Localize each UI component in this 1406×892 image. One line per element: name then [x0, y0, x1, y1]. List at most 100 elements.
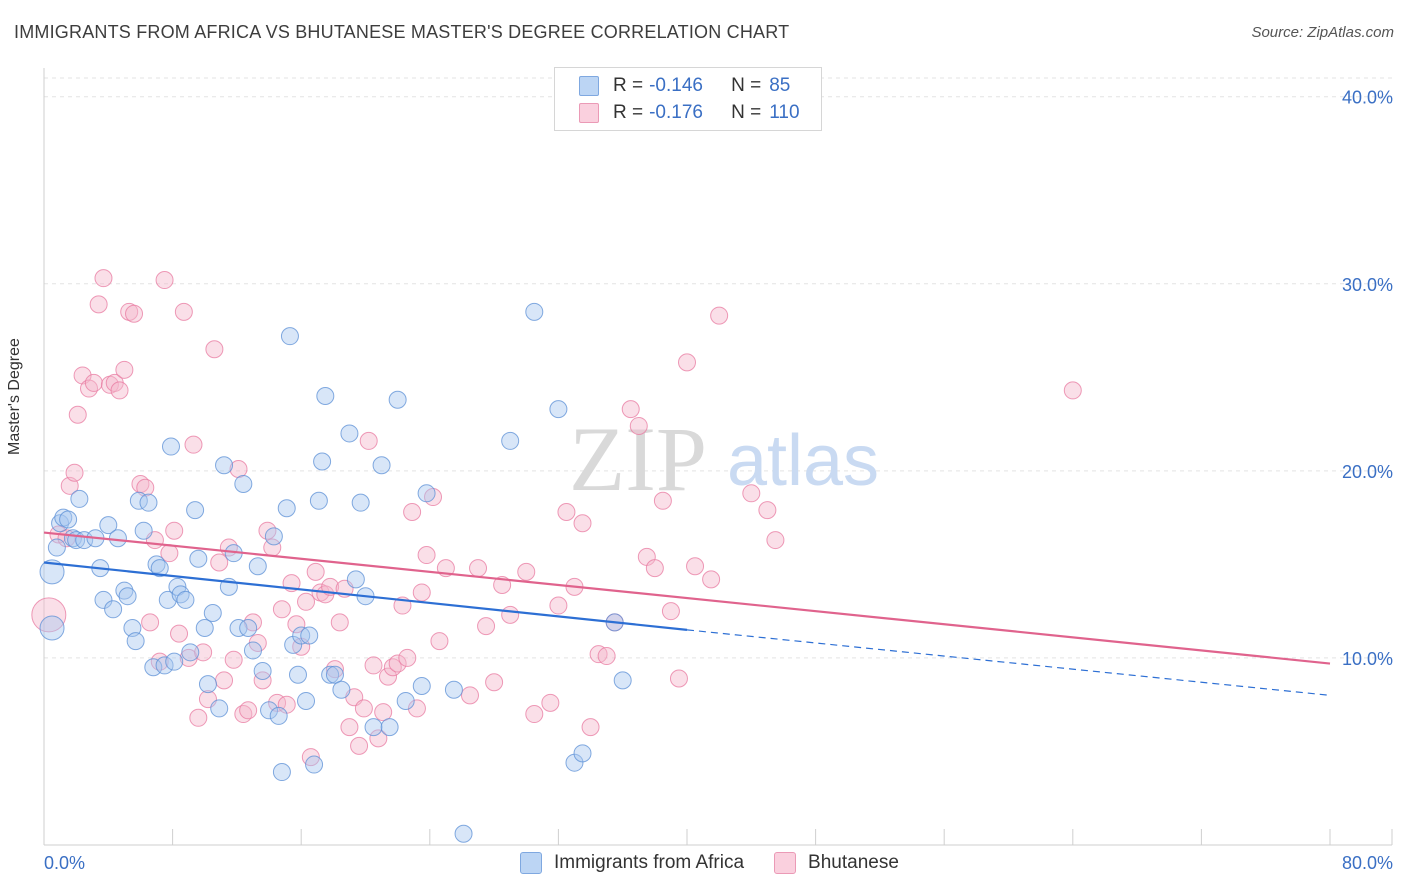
point-bhutanese: [621, 400, 640, 419]
point-africa: [280, 327, 299, 346]
point-africa: [277, 499, 296, 518]
point-africa: [396, 691, 415, 710]
point-africa: [346, 570, 365, 589]
point-bhutanese: [398, 648, 417, 667]
point-africa: [115, 581, 134, 600]
point-bhutanese: [224, 650, 243, 669]
point-africa: [189, 549, 208, 568]
point-africa: [118, 587, 137, 606]
point-bhutanese: [239, 701, 258, 720]
point-africa: [144, 658, 163, 677]
point-africa: [573, 744, 592, 763]
point-bhutanese: [686, 557, 705, 576]
point-bhutanese: [702, 570, 721, 589]
point-bhutanese: [165, 521, 184, 540]
watermark-atlas: atlas: [727, 421, 879, 501]
legend-swatch-africa: [579, 76, 599, 96]
y-tick-label: 10.0%: [1342, 649, 1393, 669]
point-africa: [549, 400, 568, 419]
legend-n-label: N =: [731, 102, 762, 123]
legend-row-africa: R = -0.146 N = 85: [579, 74, 790, 98]
point-africa: [309, 491, 328, 510]
point-africa: [260, 701, 279, 720]
series-legend-bhutanese[interactable]: Bhutanese: [774, 852, 899, 874]
point-bhutanese: [403, 503, 422, 522]
point-africa: [39, 559, 65, 585]
point-bhutanese: [68, 405, 87, 424]
point-bhutanese: [170, 624, 189, 643]
watermark-zip: ZIP: [569, 408, 707, 510]
point-africa: [234, 474, 253, 493]
x-tick-label: 80.0%: [1342, 853, 1393, 873]
point-africa: [313, 452, 332, 471]
point-bhutanese: [678, 353, 696, 372]
point-africa: [372, 456, 391, 475]
point-bhutanese: [184, 435, 203, 454]
point-bhutanese: [501, 605, 520, 624]
point-africa: [332, 680, 351, 699]
point-bhutanese: [460, 686, 479, 705]
point-africa: [272, 763, 291, 782]
point-bhutanese: [174, 302, 193, 321]
point-africa: [104, 600, 123, 619]
series-swatch-bhutanese: [774, 852, 797, 874]
trend-line-bhutanese: [43, 531, 1331, 665]
grid-lines: [44, 77, 1392, 659]
point-bhutanese: [374, 703, 393, 722]
point-bhutanese: [141, 613, 160, 632]
point-bhutanese: [136, 478, 155, 497]
point-bhutanese: [325, 660, 344, 679]
scatter-points: [31, 269, 1082, 843]
point-bhutanese: [430, 632, 449, 651]
point-bhutanese: [89, 295, 108, 314]
legend-swatch-bhutanese: [579, 103, 599, 123]
point-africa: [59, 510, 78, 529]
point-bhutanese: [417, 546, 436, 565]
point-bhutanese: [215, 671, 234, 690]
point-bhutanese: [369, 729, 388, 748]
point-bhutanese: [359, 431, 378, 450]
point-bhutanese: [549, 596, 568, 615]
point-bhutanese: [1063, 381, 1082, 400]
y-tick-label: 20.0%: [1342, 462, 1393, 482]
point-africa: [171, 585, 190, 604]
point-bhutanese: [297, 592, 316, 611]
point-bhutanese: [766, 531, 785, 550]
point-africa: [47, 538, 66, 557]
point-bhutanese: [115, 360, 134, 379]
point-africa: [70, 489, 89, 508]
point-africa: [444, 680, 463, 699]
point-africa: [126, 632, 145, 651]
tick-labels: 10.0% 20.0% 30.0% 40.0% 0.0% 80.0%: [44, 88, 1393, 873]
point-africa: [321, 665, 340, 684]
series-legend-africa[interactable]: Immigrants from Africa: [520, 852, 744, 874]
point-africa: [340, 424, 359, 443]
point-africa: [288, 665, 307, 684]
point-bhutanese: [525, 705, 544, 724]
point-bhutanese: [477, 617, 496, 636]
point-africa: [325, 665, 344, 684]
point-bhutanese: [330, 613, 349, 632]
point-africa: [305, 755, 324, 774]
point-africa: [210, 699, 229, 718]
point-africa: [99, 516, 118, 535]
point-africa: [195, 618, 214, 637]
y-tick-label: 40.0%: [1342, 88, 1393, 108]
point-bhutanese: [661, 602, 680, 621]
point-bhutanese: [645, 559, 664, 578]
y-tick-label: 30.0%: [1342, 275, 1393, 295]
point-bhutanese: [306, 562, 325, 581]
point-africa: [229, 618, 248, 637]
point-africa: [186, 501, 205, 520]
trend-line-africa: [43, 561, 688, 631]
point-bhutanese: [73, 366, 92, 385]
point-africa: [239, 618, 258, 637]
stats-legend: R = -0.146 N = 85 R = -0.176 N = 110: [554, 67, 822, 131]
point-africa: [316, 387, 335, 406]
series-label-bhutanese: Bhutanese: [808, 852, 899, 873]
point-bhutanese: [340, 718, 359, 737]
x-tick-label: 0.0%: [44, 853, 85, 873]
point-bhutanese: [125, 304, 144, 323]
point-bhutanese: [272, 600, 291, 619]
trend-line-africa-extension: [686, 629, 1331, 696]
